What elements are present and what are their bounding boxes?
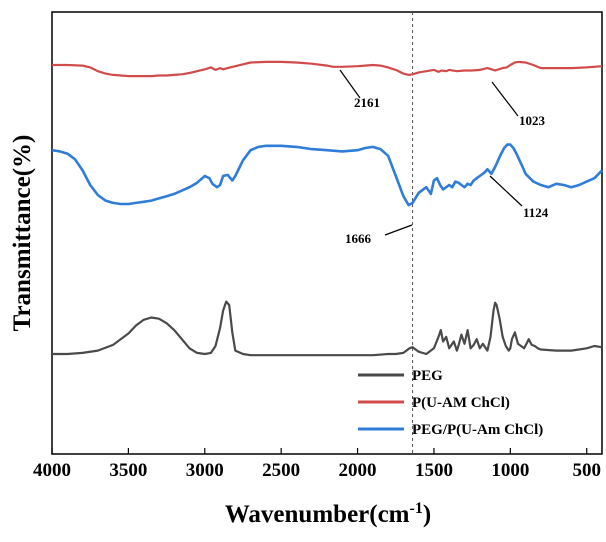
annotation-1666: 1666 <box>345 224 413 246</box>
annotation-label-1666: 1666 <box>345 231 372 246</box>
annotation-1124: 1124 <box>489 175 549 220</box>
x-tick-label-2500: 2500 <box>262 460 300 481</box>
legend-label-peg-pu-am-chcl: PEG/P(U-Am ChCl) <box>412 422 543 438</box>
x-axis-title: Wavenumber(cm-1) <box>225 500 431 528</box>
annotation-arrow-1666 <box>384 224 413 236</box>
y-axis-title: Transmittance(%) <box>9 135 36 332</box>
annotation-label-1023: 1023 <box>519 113 546 128</box>
annotation-label-1124: 1124 <box>523 205 549 220</box>
series-line-pu-am-chcl <box>52 60 603 78</box>
x-axis-title-sup: -1 <box>410 500 423 517</box>
legend-label-pu-am-chcl: P(U-AM ChCl) <box>412 395 510 411</box>
annotation-2161: 2161 <box>339 69 380 110</box>
x-tick-label-1500: 1500 <box>415 460 453 481</box>
x-tick-label-1000: 1000 <box>491 460 529 481</box>
series-line-peg-pu-am-chcl <box>51 143 603 207</box>
x-axis-ticks: 4000 3500 3000 2500 2000 1500 1000 500 <box>33 448 601 481</box>
annotation-arrow-2161 <box>339 69 361 99</box>
x-tick-label-2000: 2000 <box>339 460 377 481</box>
x-tick-label-500: 500 <box>572 460 601 481</box>
x-tick-label-3500: 3500 <box>109 460 147 481</box>
legend-label-peg: PEG <box>412 368 443 384</box>
x-tick-label-3000: 3000 <box>186 460 224 481</box>
annotation-label-2161: 2161 <box>354 95 380 110</box>
annotation-arrow-1023 <box>491 81 519 117</box>
series-line-peg <box>52 300 603 357</box>
plot-frame <box>51 11 603 455</box>
x-axis-title-main: Wavenumber(cm <box>225 501 410 528</box>
annotation-1023: 1023 <box>491 81 546 128</box>
x-axis-title-close: ) <box>423 501 431 528</box>
x-tick-label-4000: 4000 <box>33 460 71 481</box>
legend: PEG P(U-AM ChCl) PEG/P(U-Am ChCl) <box>358 368 543 438</box>
annotations: 2161 1023 1124 1666 <box>339 69 549 246</box>
annotation-arrow-1124 <box>489 175 523 207</box>
